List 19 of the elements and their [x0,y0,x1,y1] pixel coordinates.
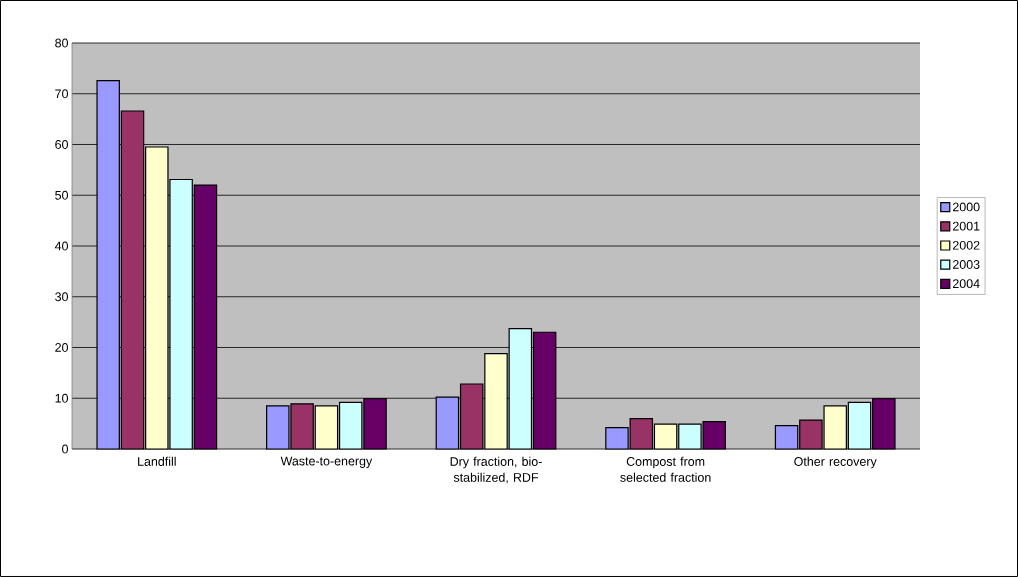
y-tick-label: 70 [55,89,68,99]
x-tick-label: Dry fraction, bio-stabilized, RDF [450,456,542,484]
legend-label: 2003 [952,260,980,269]
x-tick-label: Other recovery [794,456,877,469]
legend-label: 2000 [952,202,980,212]
legend-label: 2004 [952,279,980,289]
y-tick-label: 40 [54,241,68,251]
x-tick-label: Landfill [138,456,176,466]
y-tick-label: 80 [55,38,68,48]
x-tick-label: Compost from selected fraction [620,456,711,482]
y-tick-label: 50 [55,190,68,200]
legend-label: 2001 [952,221,980,231]
legend-label: 2002 [952,240,980,250]
y-tick-label: 10 [55,393,68,403]
y-tick-label: 0 [62,444,68,454]
x-tick-label: Waste-to-energy [280,456,373,468]
y-tick-label: 20 [55,343,68,352]
y-tick-label: 30 [55,292,68,302]
y-tick-label: 60 [55,140,68,149]
